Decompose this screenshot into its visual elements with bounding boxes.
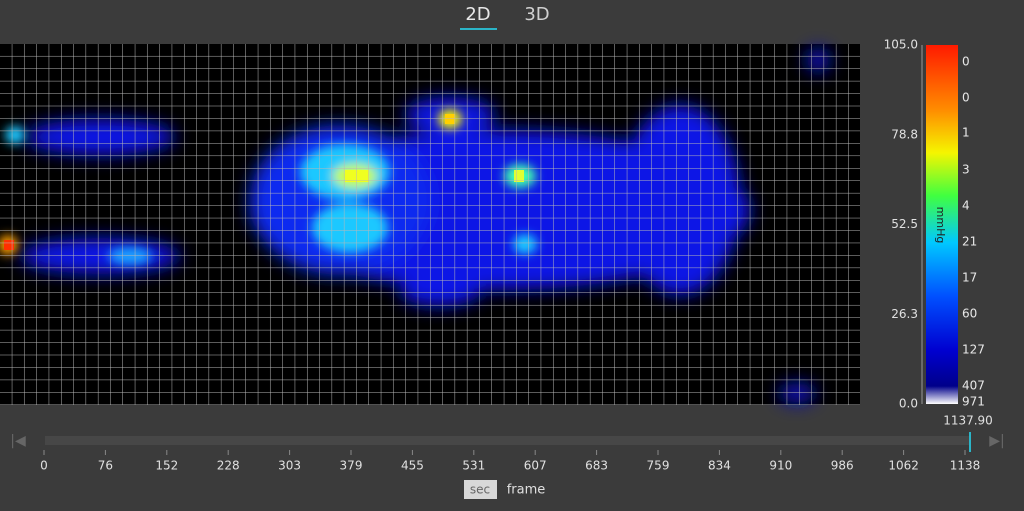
heatmap	[0, 44, 860, 405]
colorbar	[926, 45, 958, 404]
colorbar-count: 971	[962, 395, 985, 409]
tab-2d[interactable]: 2D	[465, 4, 490, 25]
colorbar-tick-label: 52.5	[891, 217, 918, 231]
unit-frame[interactable]: frame	[507, 483, 546, 498]
timeline-tick-label: 1138	[950, 459, 981, 473]
timeline-tick-label: 76	[98, 459, 113, 473]
colorbar-count: 127	[962, 343, 985, 357]
timeline-tick-label: 759	[647, 459, 670, 473]
colorbar-count: 60	[962, 307, 977, 321]
colorbar-count: 3	[962, 163, 970, 177]
prev-button[interactable]: |◀	[10, 433, 26, 449]
timeline-tick-label: 0	[40, 459, 48, 473]
tab-underline	[460, 28, 497, 30]
colorbar-count: 407	[962, 379, 985, 393]
colorbar-count: 17	[962, 271, 977, 285]
colorbar-count: 21	[962, 235, 977, 249]
colorbar-tick-label: 105.0	[884, 38, 918, 52]
colorbar-tick-label: 0.0	[899, 397, 918, 411]
colorbar-unit: mmHg	[934, 207, 947, 244]
next-button[interactable]: ▶|	[989, 433, 1004, 449]
unit-sec-button[interactable]	[464, 480, 497, 499]
timeline-tick-label: 531	[462, 459, 485, 473]
timeline-tick-label: 228	[217, 459, 240, 473]
timeline-tick-label: 1062	[888, 459, 919, 473]
colorbar-tick-label: 26.3	[891, 307, 918, 321]
timeline-tick-label: 986	[831, 459, 854, 473]
timeline-tick-label: 607	[524, 459, 547, 473]
timeline-tick-label: 834	[708, 459, 731, 473]
current-time: 1137.90	[943, 414, 993, 428]
timeline-track[interactable]	[45, 436, 970, 445]
colorbar-count: 4	[962, 199, 970, 213]
tab-3d[interactable]: 3D	[524, 4, 549, 25]
timeline-tick-label: 683	[585, 459, 608, 473]
timeline-tick-label: 379	[340, 459, 363, 473]
colorbar-count: 1	[962, 126, 970, 140]
timeline-tick-label: 455	[401, 459, 424, 473]
timeline-tick-label: 152	[155, 459, 178, 473]
timeline-tick-label: 303	[278, 459, 301, 473]
colorbar-count: 0	[962, 55, 970, 69]
colorbar-count: 0	[962, 91, 970, 105]
timeline-tick-label: 910	[769, 459, 792, 473]
unit-sec[interactable]: sec	[470, 483, 490, 497]
colorbar-tick-label: 78.8	[891, 127, 918, 141]
